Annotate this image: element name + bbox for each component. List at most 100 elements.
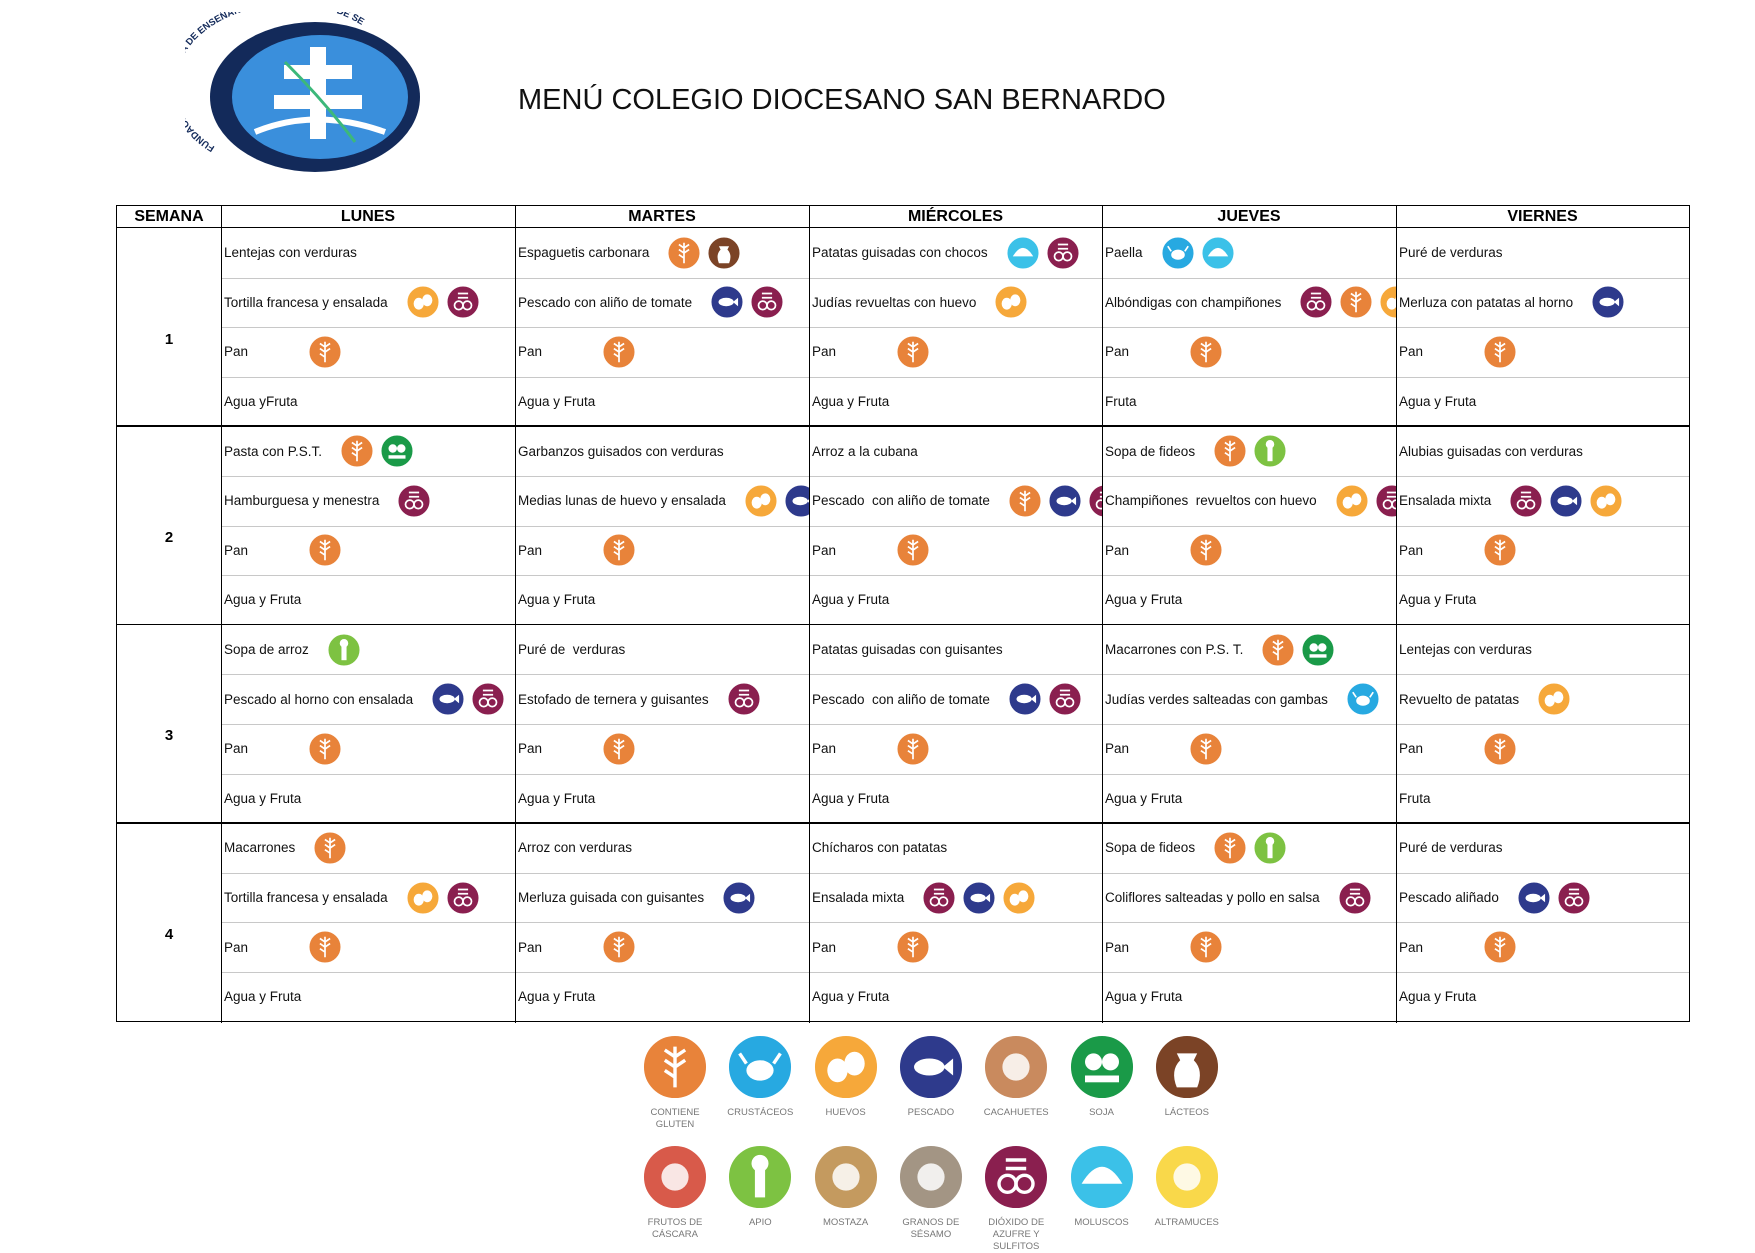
dish-cell: Pan	[221, 327, 515, 377]
allergen-icon	[1338, 881, 1372, 915]
legend-label: MOSTAZA	[801, 1217, 891, 1229]
dish-cell: Pan	[1102, 724, 1396, 774]
week-label-text: 2	[165, 529, 173, 546]
dish-cell-text: Agua yFruta	[224, 394, 298, 409]
legend-label: PESCADO	[886, 1107, 976, 1119]
dish-cell: Pan	[515, 922, 809, 972]
dish-cell: Pan	[221, 724, 515, 774]
allergen-icon	[1161, 236, 1195, 270]
allergen-icon	[327, 633, 361, 667]
dish-cell: Garbanzos guisados con verduras	[515, 426, 809, 476]
dish-cell: Estofado de ternera y guisantes	[515, 674, 809, 724]
dish-cell: Pan	[515, 526, 809, 576]
allergen-icon	[602, 533, 636, 567]
column-header: MIÉRCOLES	[809, 206, 1102, 228]
dish-cell-text: Agua y Fruta	[518, 592, 595, 607]
legend-label: HUEVOS	[801, 1107, 891, 1119]
week-label: 4	[117, 835, 221, 1033]
allergen-icon	[1335, 484, 1369, 518]
allergen-icon	[641, 1033, 709, 1101]
dish-cell-text: Agua y Fruta	[1105, 592, 1182, 607]
dish-cell-text: Pan	[812, 543, 836, 558]
dish-cell-text: Garbanzos guisados con verduras	[518, 444, 724, 459]
column-divider	[221, 206, 223, 1023]
allergen-icon	[471, 682, 505, 716]
dish-cell: Puré de verduras	[515, 625, 809, 675]
week-label-text: 1	[165, 331, 173, 348]
allergen-icon	[962, 881, 996, 915]
allergen-icon	[406, 285, 440, 319]
dish-cell-text: Tortilla francesa y ensalada	[224, 890, 388, 905]
dish-cell: Lentejas con verduras	[1396, 625, 1689, 675]
dish-cell: Patatas guisadas con guisantes	[809, 625, 1102, 675]
dish-cell-text: Pan	[518, 344, 542, 359]
dish-cell-text: Arroz con verduras	[518, 840, 632, 855]
allergen-icon	[1589, 484, 1623, 518]
dish-cell-text: Pan	[1399, 543, 1423, 558]
allergen-icon	[431, 682, 465, 716]
legend-label: LÁCTEOS	[1142, 1107, 1232, 1119]
allergen-icon	[1088, 484, 1102, 518]
column-header-text: LUNES	[341, 208, 395, 226]
dish-cell: Agua y Fruta	[515, 774, 809, 824]
allergen-icon	[1153, 1143, 1221, 1211]
dish-cell: Arroz con verduras	[515, 823, 809, 873]
allergen-icon	[667, 236, 701, 270]
dish-cell: Pescado aliñado	[1396, 873, 1689, 923]
dish-cell: Pescado con aliño de tomate	[809, 476, 1102, 526]
column-header-text: SEMANA	[134, 208, 203, 226]
dish-cell-text: Agua y Fruta	[1399, 394, 1476, 409]
dish-cell: Pescado al horno con ensalada	[221, 674, 515, 724]
dish-cell: Pan	[515, 327, 809, 377]
allergen-icon	[1379, 285, 1396, 319]
dish-cell: Hamburguesa y menestra	[221, 476, 515, 526]
dish-cell-text: Agua y Fruta	[812, 791, 889, 806]
dish-cell: Pan	[221, 922, 515, 972]
dish-cell: Pescado con aliño de tomate	[809, 674, 1102, 724]
column-header: LUNES	[221, 206, 515, 228]
dish-cell-text: Sopa de arroz	[224, 642, 309, 657]
dish-cell: Espaguetis carbonara	[515, 228, 809, 278]
allergen-icon	[722, 881, 756, 915]
dish-cell: Pan	[1396, 327, 1689, 377]
legend-label: CRUSTÁCEOS	[715, 1107, 805, 1119]
dish-cell: Pan	[1396, 526, 1689, 576]
dish-cell-text: Fruta	[1399, 791, 1431, 806]
allergen-icon	[812, 1033, 880, 1101]
dish-cell-text: Hamburguesa y menestra	[224, 493, 379, 508]
allergen-icon	[1483, 533, 1517, 567]
dish-cell: Revuelto de patatas	[1396, 674, 1689, 724]
dish-cell-text: Agua y Fruta	[812, 592, 889, 607]
dish-cell: Agua y Fruta	[1396, 377, 1689, 427]
dish-cell: Pan	[1102, 526, 1396, 576]
dish-cell-text: Agua y Fruta	[224, 989, 301, 1004]
column-divider	[1102, 206, 1104, 1023]
dish-cell: Agua y Fruta	[1396, 575, 1689, 625]
dish-cell-text: Agua y Fruta	[518, 394, 595, 409]
legend-label: ALTRAMUCES	[1142, 1217, 1232, 1229]
allergen-icon	[1189, 335, 1223, 369]
dish-cell-text: Pan	[224, 940, 248, 955]
dish-cell: Pasta con P.S.T.	[221, 426, 515, 476]
allergen-icon	[1008, 682, 1042, 716]
dish-cell-text: Puré de verduras	[518, 642, 625, 657]
allergen-icon	[710, 285, 744, 319]
dish-cell-text: Medias lunas de huevo y ensalada	[518, 493, 726, 508]
allergen-icon	[308, 533, 342, 567]
dish-cell: Pan	[809, 327, 1102, 377]
allergen-icon	[1483, 335, 1517, 369]
title: MENÚ COLEGIO DIOCESANO SAN BERNARDO	[518, 84, 1166, 117]
dish-cell-text: Pan	[224, 543, 248, 558]
allergen-icon	[397, 484, 431, 518]
allergen-icon	[750, 285, 784, 319]
dish-cell: Puré de verduras	[1396, 228, 1689, 278]
dish-cell-text: Champiñones revueltos con huevo	[1105, 493, 1317, 508]
dish-cell-text: Pescado aliñado	[1399, 890, 1499, 905]
dish-cell: Pan	[1102, 922, 1396, 972]
allergen-icon	[641, 1143, 709, 1211]
allergen-icon	[1189, 930, 1223, 964]
column-header: JUEVES	[1102, 206, 1396, 228]
allergen-icon	[406, 881, 440, 915]
